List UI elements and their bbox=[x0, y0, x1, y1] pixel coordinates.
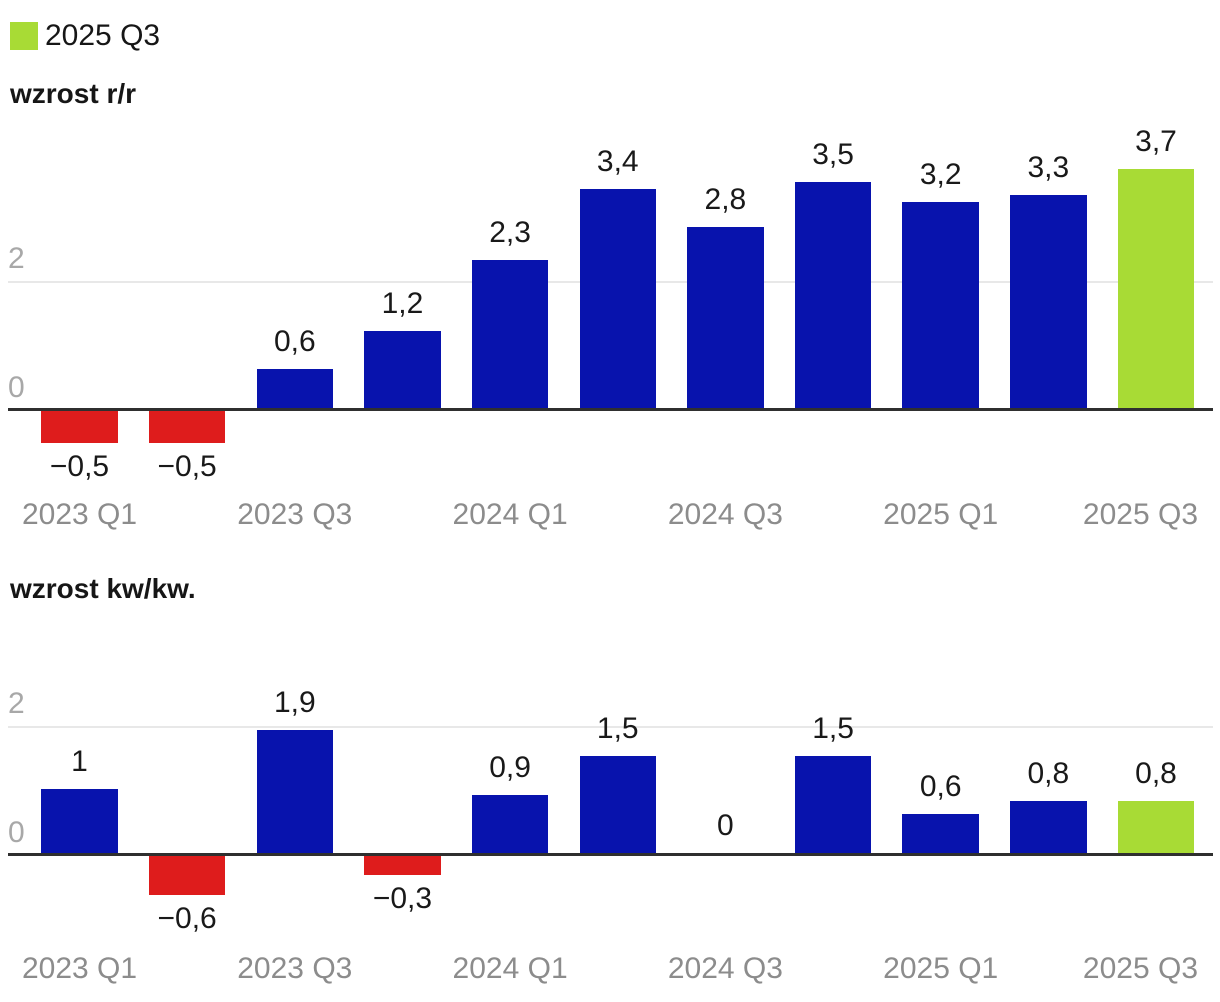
bar-2024-q1 bbox=[471, 794, 549, 853]
value-label-2025-q2: 0,8 bbox=[1027, 757, 1070, 791]
value-label-2023-q4: −0,3 bbox=[372, 882, 433, 916]
bar-2024-q1 bbox=[471, 259, 549, 408]
zero-axis-line bbox=[8, 408, 1213, 411]
x-axis-label-2024-q1: 2024 Q1 bbox=[452, 498, 568, 531]
gridline-2 bbox=[8, 726, 1213, 728]
bar-2024-q2 bbox=[579, 188, 656, 408]
bar-2025-q2 bbox=[1010, 801, 1087, 853]
value-label-2023-q3: 0,6 bbox=[273, 325, 316, 359]
value-label-2024-q1: 0,9 bbox=[489, 750, 531, 784]
x-axis-label-2023-q3: 2023 Q3 bbox=[237, 952, 353, 985]
bar-2023-q4 bbox=[364, 856, 441, 876]
bar-2023-q4 bbox=[364, 330, 441, 408]
value-label-2025-q1: 0,6 bbox=[919, 770, 962, 804]
bar-2024-q3 bbox=[687, 227, 764, 408]
y-tick-label-0: 0 bbox=[8, 371, 25, 404]
bar-2023-q2 bbox=[148, 856, 226, 895]
bar-2024-q2 bbox=[579, 756, 656, 853]
value-label-2023-q1: −0,5 bbox=[49, 450, 110, 484]
legend: 2025 Q3 bbox=[10, 20, 160, 52]
x-axis-label-2023-q1: 2023 Q1 bbox=[21, 952, 138, 985]
x-axis-label-2024-q1: 2024 Q1 bbox=[452, 952, 568, 985]
value-label-2024-q4: 1,5 bbox=[812, 712, 854, 746]
value-label-2023-q2: −0,5 bbox=[157, 450, 217, 484]
x-axis-label-2025-q3: 2025 Q3 bbox=[1082, 952, 1198, 985]
value-label-2024-q1: 2,3 bbox=[489, 215, 531, 249]
chart-title-yoy: wzrost r/r bbox=[10, 78, 137, 109]
bar-2023-q2 bbox=[148, 411, 226, 444]
value-label-2025-q3: 3,7 bbox=[1135, 125, 1177, 159]
bar-2025-q1 bbox=[902, 201, 979, 408]
x-axis-label-2023-q1: 2023 Q1 bbox=[21, 498, 138, 531]
y-tick-label-2: 2 bbox=[8, 242, 25, 275]
bar-2023-q3 bbox=[256, 730, 334, 853]
value-label-2024-q4: 3,5 bbox=[812, 138, 854, 172]
bar-2025-q2 bbox=[1010, 195, 1087, 408]
y-tick-label-2: 2 bbox=[8, 687, 25, 720]
x-axis-label-2025-q3: 2025 Q3 bbox=[1082, 498, 1198, 531]
value-label-2025-q2: 3,3 bbox=[1027, 151, 1070, 185]
x-axis-label-2025-q1: 2025 Q1 bbox=[883, 952, 999, 985]
zero-axis-line bbox=[8, 853, 1213, 856]
y-tick-label-0: 0 bbox=[8, 816, 25, 849]
x-axis-label-2024-q3: 2024 Q3 bbox=[667, 498, 783, 531]
value-label-2024-q2: 1,5 bbox=[596, 712, 639, 746]
value-label-2024-q3: 2,8 bbox=[704, 183, 747, 217]
bar-2025-q3 bbox=[1117, 801, 1195, 853]
chart-title-qoq: wzrost kw/kw. bbox=[10, 573, 196, 604]
value-label-2025-q3: 0,8 bbox=[1135, 757, 1177, 791]
legend-label: 2025 Q3 bbox=[45, 19, 161, 52]
value-label-2023-q1: 1 bbox=[71, 744, 88, 778]
x-axis-label-2024-q3: 2024 Q3 bbox=[667, 952, 783, 985]
value-label-2025-q1: 3,2 bbox=[919, 157, 962, 191]
legend-swatch-2025-q3 bbox=[10, 22, 38, 50]
value-label-2024-q3: 0 bbox=[717, 809, 734, 842]
value-label-2024-q2: 3,4 bbox=[596, 144, 639, 178]
bar-2025-q3 bbox=[1117, 169, 1195, 408]
bar-2023-q1 bbox=[41, 411, 118, 444]
bar-2023-q1 bbox=[41, 788, 118, 853]
x-axis-label-2025-q1: 2025 Q1 bbox=[883, 498, 999, 531]
bar-2023-q3 bbox=[256, 369, 334, 408]
bar-2024-q4 bbox=[794, 182, 872, 408]
value-label-2023-q3: 1,9 bbox=[273, 686, 316, 720]
bar-2025-q1 bbox=[902, 814, 979, 853]
bar-2024-q4 bbox=[794, 756, 872, 853]
x-axis-label-2023-q3: 2023 Q3 bbox=[237, 498, 353, 531]
value-label-2023-q4: 1,2 bbox=[381, 286, 424, 320]
value-label-2023-q2: −0,6 bbox=[157, 901, 217, 935]
